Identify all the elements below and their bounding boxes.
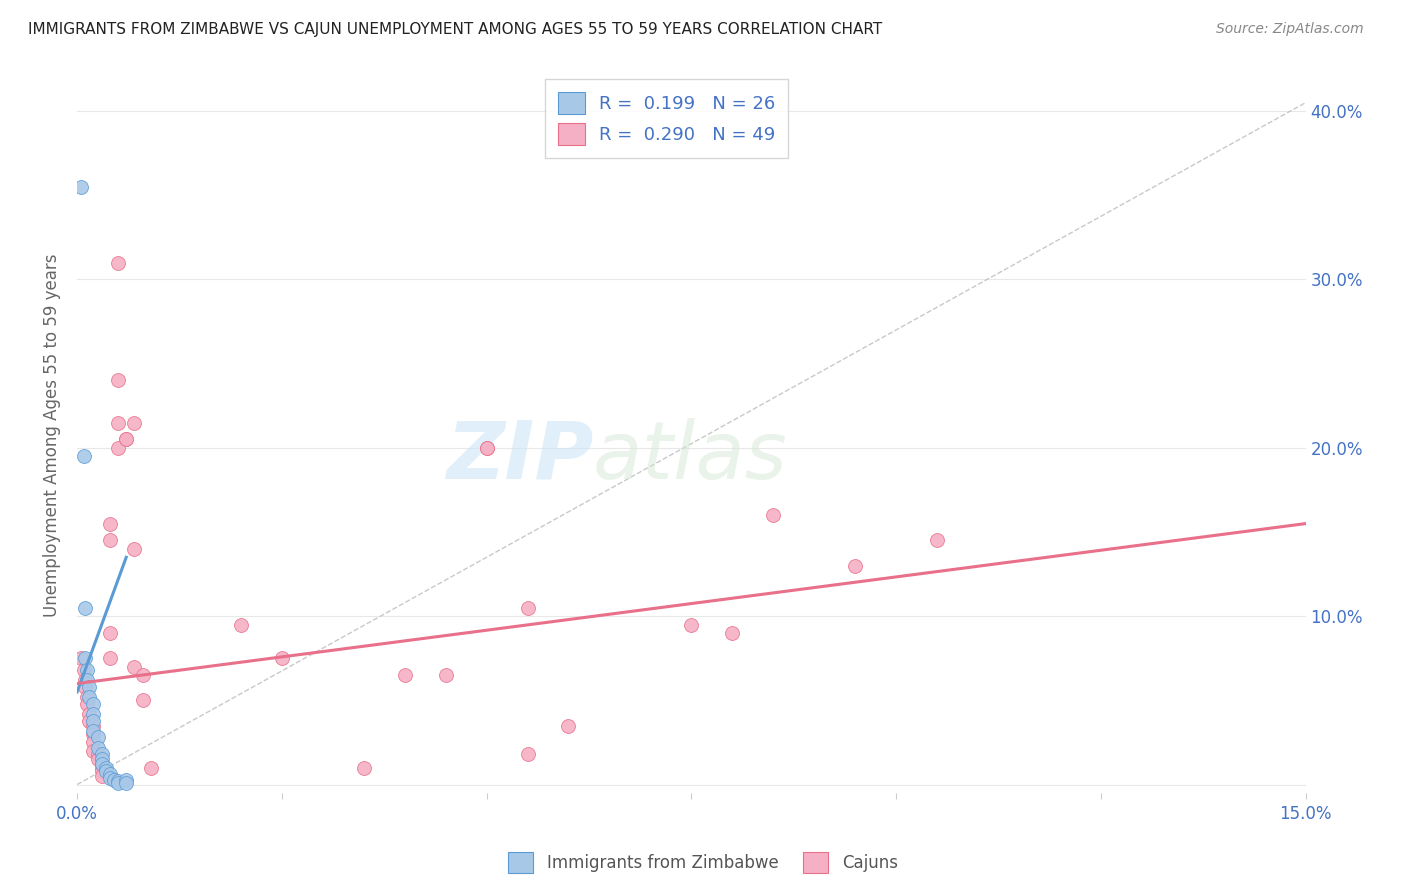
Point [82,735,104,749]
Point [82,727,104,741]
Point [70,180,93,194]
Legend: Immigrants from Zimbabwe, Cajuns: Immigrants from Zimbabwe, Cajuns [502,846,904,880]
Legend: R =  0.199   N = 26, R =  0.290   N = 49: R = 0.199 N = 26, R = 0.290 N = 49 [546,79,789,158]
Point [115,433,138,447]
Point [79,680,101,694]
Point [721,626,744,640]
Point [76,663,98,677]
Point [75,651,97,665]
Point [94,764,117,778]
Point [98,651,121,665]
Point [681,617,703,632]
Point [76,697,98,711]
Point [82,697,104,711]
Point [90,757,112,772]
Point [115,433,138,447]
Point [557,718,579,732]
Point [124,416,146,430]
Point [124,659,146,673]
Point [72,663,94,677]
Point [90,769,112,783]
Point [98,626,121,640]
Point [90,747,112,762]
Point [475,441,498,455]
Point [115,772,138,787]
Point [98,516,121,531]
Text: IMMIGRANTS FROM ZIMBABWE VS CAJUN UNEMPLOYMENT AMONG AGES 55 TO 59 YEARS CORRELA: IMMIGRANTS FROM ZIMBABWE VS CAJUN UNEMPL… [28,22,883,37]
Point [90,752,112,766]
Point [79,714,101,728]
Point [86,747,108,762]
Point [139,761,162,775]
Point [75,680,97,694]
Point [516,600,538,615]
Text: Source: ZipAtlas.com: Source: ZipAtlas.com [1216,22,1364,37]
Point [75,600,97,615]
Point [86,731,108,745]
Point [98,767,121,781]
Text: ZIP: ZIP [446,417,593,496]
Point [86,752,108,766]
Point [844,558,866,573]
Point [82,723,104,738]
Point [82,744,104,758]
Point [434,668,457,682]
Point [76,673,98,688]
Point [107,774,129,789]
Point [475,441,498,455]
Point [107,255,129,269]
Point [82,714,104,728]
Point [516,747,538,762]
Point [353,761,375,775]
Point [107,416,129,430]
Text: atlas: atlas [593,417,787,496]
Point [82,718,104,732]
Point [98,771,121,785]
Point [94,761,117,775]
Point [79,706,101,721]
Point [103,772,125,787]
Point [76,690,98,704]
Point [70,651,93,665]
Point [124,541,146,556]
Point [90,764,112,778]
Point [270,651,292,665]
Point [90,757,112,772]
Point [86,740,108,755]
Point [107,776,129,790]
Point [79,690,101,704]
Point [75,673,97,688]
Point [925,533,948,548]
Point [762,508,785,523]
Point [107,374,129,388]
Y-axis label: Unemployment Among Ages 55 to 59 years: Unemployment Among Ages 55 to 59 years [44,253,60,617]
Point [131,693,153,707]
Point [82,706,104,721]
Point [90,761,112,775]
Point [394,668,416,682]
Point [229,617,252,632]
Point [72,449,94,463]
Point [131,668,153,682]
Point [107,441,129,455]
Point [115,776,138,790]
Point [98,533,121,548]
